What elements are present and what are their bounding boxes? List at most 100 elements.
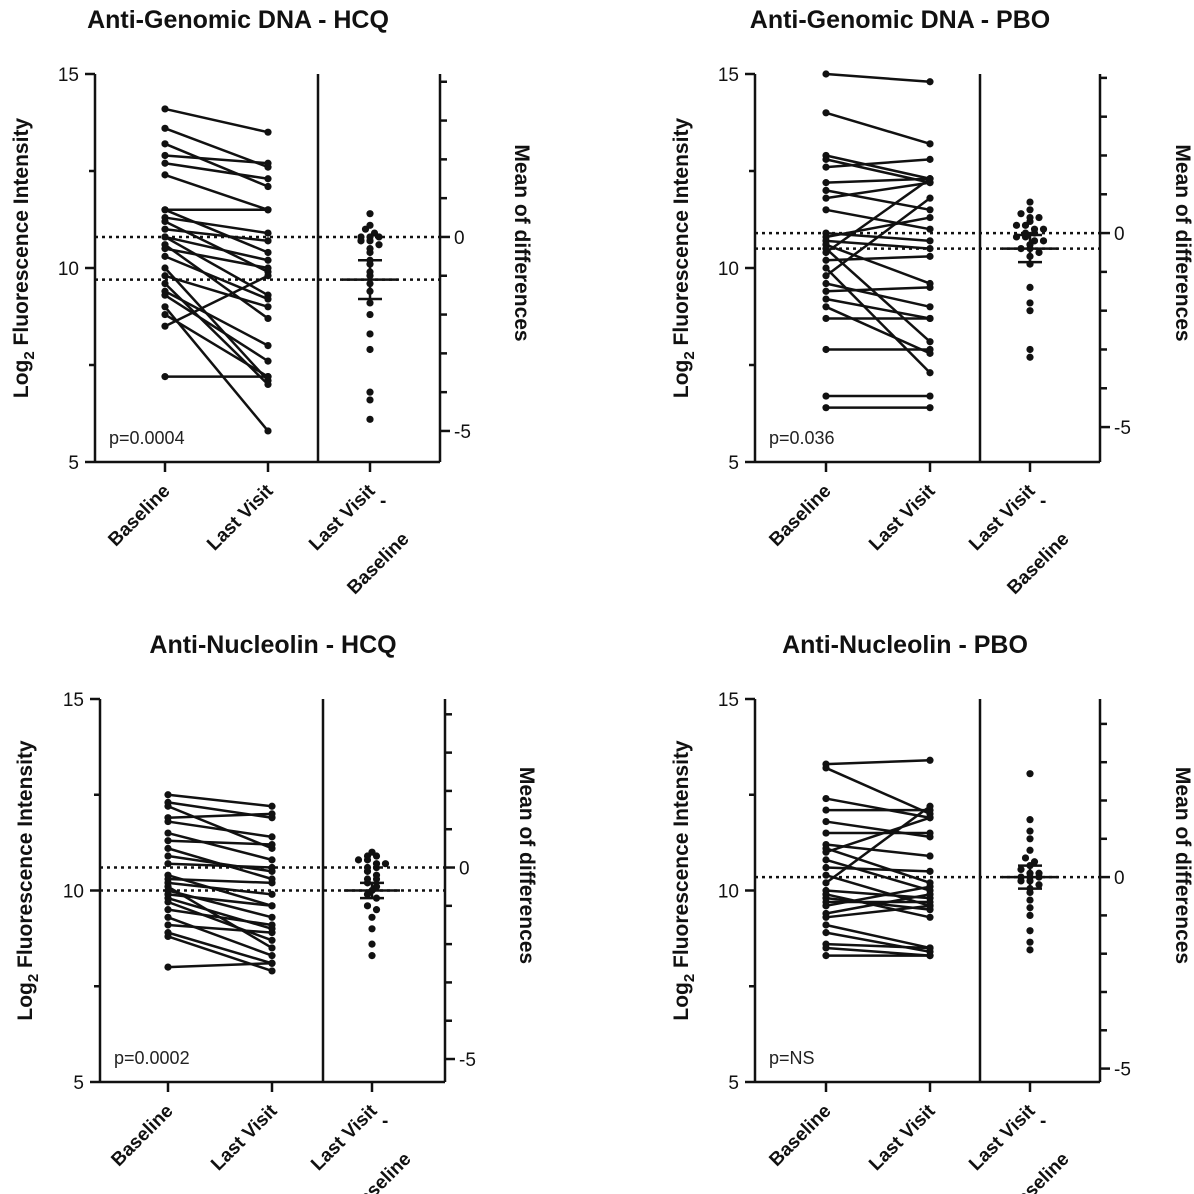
last-visit-point <box>926 756 934 764</box>
baseline-point <box>822 287 830 295</box>
difference-point <box>354 856 363 864</box>
x-label-baseline: Baseline <box>765 1101 835 1171</box>
x-label-diff-sep: - <box>380 491 386 512</box>
baseline-point <box>161 252 169 260</box>
pair-line <box>167 877 273 885</box>
difference-point <box>1026 213 1034 222</box>
pair-line <box>825 305 931 355</box>
last-visit-point <box>264 248 272 257</box>
pair-line <box>164 313 269 378</box>
pair-line <box>825 816 931 854</box>
y-axis-label-text: Fluorescence Intensity <box>670 740 693 974</box>
baseline-point <box>822 913 830 921</box>
difference-point <box>1026 835 1034 843</box>
last-visit-point <box>264 272 272 280</box>
baseline-point <box>822 206 830 214</box>
pair-line <box>164 290 269 347</box>
pair-line <box>825 158 931 169</box>
x-label-baseline: Baseline <box>104 481 174 551</box>
pair-line <box>167 812 273 819</box>
y-tick-label: 5 <box>728 453 739 474</box>
pair-line <box>825 873 931 908</box>
baseline-point <box>822 194 830 202</box>
pair-line <box>825 154 931 180</box>
pair-line <box>825 847 931 885</box>
pair-line <box>825 243 931 285</box>
difference-point <box>1026 283 1034 291</box>
difference-point <box>366 396 374 404</box>
pair-line <box>164 173 269 211</box>
difference-point <box>1039 225 1048 233</box>
pair-line <box>825 797 931 819</box>
y2-tick-label: -5 <box>1114 1060 1131 1081</box>
baseline-point <box>161 310 169 319</box>
baseline-point <box>161 151 169 160</box>
difference-point <box>372 906 381 914</box>
last-visit-point <box>264 175 272 183</box>
last-visit-point <box>264 342 272 350</box>
pair-line <box>167 881 273 896</box>
last-visit-point <box>264 206 272 214</box>
pair-line <box>167 908 273 927</box>
baseline-point <box>822 303 830 311</box>
baseline-point <box>822 109 830 117</box>
last-visit-point <box>268 810 276 818</box>
baseline-point <box>161 303 169 311</box>
x-label-diff-line2: Baseline <box>343 529 413 599</box>
difference-point <box>1017 877 1025 885</box>
last-visit-point <box>268 967 276 975</box>
panel-title: Anti-Nucleolin - PBO <box>782 631 1028 659</box>
last-visit-point <box>926 194 934 202</box>
baseline-point <box>822 921 830 929</box>
last-visit-point <box>268 944 276 952</box>
baseline-point <box>164 932 172 941</box>
baseline-point <box>822 70 830 78</box>
baseline-point <box>822 179 830 187</box>
baseline-point <box>161 245 169 253</box>
pair-line <box>825 197 931 277</box>
difference-point <box>1026 904 1034 912</box>
difference-point <box>363 890 372 898</box>
last-visit-point <box>926 345 934 354</box>
y-tick-label: 15 <box>63 690 84 711</box>
pair-line <box>825 286 931 293</box>
difference-point <box>1017 865 1025 874</box>
p-value: p=0.036 <box>769 428 835 448</box>
pair-line <box>825 759 931 766</box>
baseline-point <box>161 225 169 233</box>
last-visit-point <box>926 369 934 377</box>
difference-point <box>363 867 372 875</box>
last-visit-point <box>268 833 276 841</box>
x-label-last-visit: Last Visit <box>865 1100 940 1175</box>
last-visit-point <box>926 303 934 311</box>
last-visit-point <box>264 182 272 191</box>
difference-point <box>381 860 390 868</box>
baseline-point <box>822 944 830 952</box>
difference-point <box>1030 858 1039 866</box>
baseline-point <box>822 871 830 879</box>
x-label-baseline: Baseline <box>765 481 835 551</box>
y-tick-label: 15 <box>718 65 739 86</box>
pair-line <box>164 142 269 188</box>
pair-line <box>825 282 931 309</box>
baseline-point <box>164 921 172 929</box>
pair-line <box>167 854 273 873</box>
panel-title: Anti-Nucleolin - HCQ <box>149 631 396 659</box>
difference-point <box>1035 869 1043 877</box>
y-axis-label-prefix: Log <box>14 982 37 1020</box>
baseline-point <box>164 906 172 914</box>
last-visit-point <box>926 852 934 860</box>
y-axis-label-subscript: 2 <box>681 351 698 359</box>
difference-point <box>370 229 379 237</box>
baseline-point <box>164 963 172 971</box>
pair-line <box>164 274 269 328</box>
pair-line <box>825 267 931 374</box>
difference-point <box>1030 225 1039 233</box>
pair-line <box>825 189 931 212</box>
last-visit-point <box>926 944 934 952</box>
last-visit-point <box>926 225 934 233</box>
y2-axis-label: Mean of differences <box>1171 767 1194 964</box>
baseline-point <box>161 291 169 299</box>
